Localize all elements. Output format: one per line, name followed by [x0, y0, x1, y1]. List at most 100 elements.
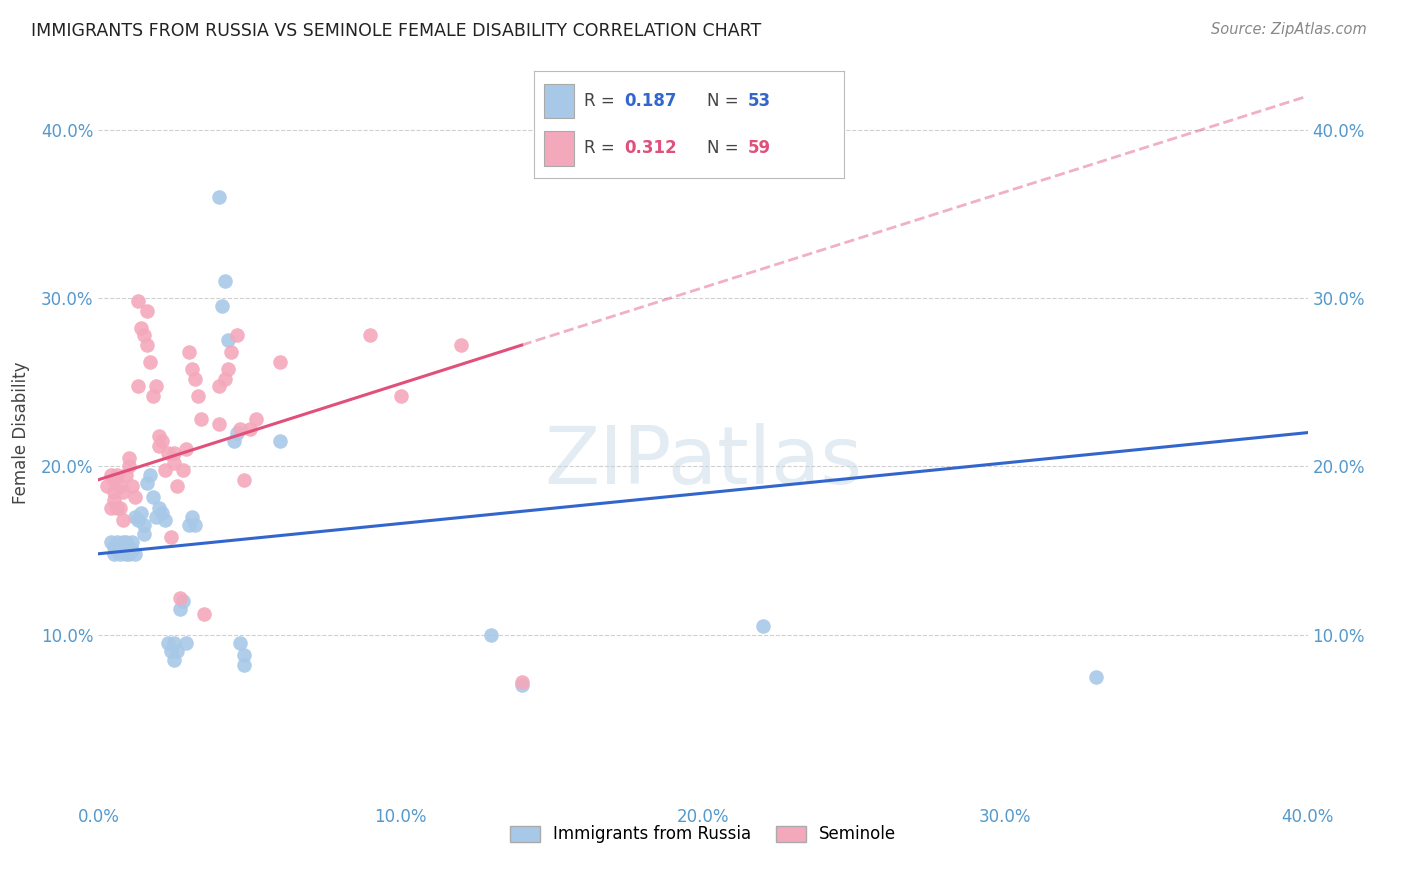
Point: [111, 484, 134, 499]
Point: [752, 619, 775, 633]
Text: N =: N =: [707, 139, 744, 157]
Point: [208, 378, 231, 392]
Point: [148, 429, 170, 443]
Point: [150, 434, 173, 448]
Point: [232, 657, 254, 672]
Point: [208, 190, 231, 204]
Point: [121, 543, 143, 558]
FancyBboxPatch shape: [544, 84, 575, 119]
Point: [135, 304, 157, 318]
Point: [269, 355, 291, 369]
Point: [187, 388, 209, 402]
Point: [214, 274, 236, 288]
Text: N =: N =: [707, 93, 744, 111]
Text: Source: ZipAtlas.com: Source: ZipAtlas.com: [1211, 22, 1367, 37]
Point: [166, 644, 188, 658]
Point: [229, 636, 252, 650]
Point: [166, 479, 188, 493]
Point: [181, 509, 204, 524]
Point: [226, 328, 249, 343]
Point: [174, 636, 197, 650]
Point: [132, 518, 155, 533]
Point: [103, 540, 125, 554]
Point: [127, 513, 149, 527]
Point: [100, 535, 122, 549]
Point: [142, 490, 165, 504]
Point: [239, 422, 262, 436]
Point: [129, 321, 152, 335]
Y-axis label: Female Disability: Female Disability: [11, 361, 30, 504]
Point: [360, 328, 382, 343]
Point: [103, 492, 125, 507]
Point: [124, 509, 146, 524]
Point: [145, 509, 167, 524]
Point: [169, 602, 191, 616]
Point: [163, 653, 186, 667]
Point: [121, 535, 143, 549]
Point: [169, 591, 191, 605]
Point: [229, 422, 252, 436]
Point: [160, 644, 183, 658]
Point: [142, 388, 165, 402]
Point: [114, 467, 136, 482]
Point: [100, 501, 122, 516]
Point: [132, 526, 155, 541]
Text: IMMIGRANTS FROM RUSSIA VS SEMINOLE FEMALE DISABILITY CORRELATION CHART: IMMIGRANTS FROM RUSSIA VS SEMINOLE FEMAL…: [31, 22, 761, 40]
Point: [221, 344, 243, 359]
Point: [232, 648, 254, 662]
Point: [224, 434, 246, 448]
Point: [184, 518, 207, 533]
Point: [163, 636, 186, 650]
Point: [145, 378, 167, 392]
Point: [135, 476, 157, 491]
Point: [105, 467, 128, 482]
Point: [389, 388, 412, 402]
Point: [105, 543, 128, 558]
Point: [148, 439, 170, 453]
Point: [139, 355, 162, 369]
Text: R =: R =: [583, 93, 620, 111]
Point: [153, 513, 176, 527]
Point: [450, 338, 472, 352]
Point: [103, 473, 125, 487]
Point: [135, 338, 157, 352]
Point: [153, 462, 176, 476]
Point: [226, 425, 249, 440]
Point: [148, 501, 170, 516]
Point: [100, 467, 122, 482]
Point: [111, 543, 134, 558]
Text: 53: 53: [748, 93, 770, 111]
Point: [129, 507, 152, 521]
Point: [172, 594, 194, 608]
Point: [111, 535, 134, 549]
Point: [190, 412, 212, 426]
Point: [193, 607, 215, 622]
Point: [179, 344, 201, 359]
Point: [214, 372, 236, 386]
Point: [232, 473, 254, 487]
Point: [208, 417, 231, 432]
Point: [105, 535, 128, 549]
Point: [181, 361, 204, 376]
Point: [245, 412, 267, 426]
Point: [163, 456, 186, 470]
Point: [510, 678, 533, 692]
Point: [118, 450, 141, 465]
Point: [118, 459, 141, 474]
Point: [1085, 670, 1108, 684]
Point: [103, 547, 125, 561]
Point: [108, 547, 131, 561]
Point: [108, 501, 131, 516]
Point: [127, 294, 149, 309]
Point: [160, 530, 183, 544]
Point: [184, 372, 207, 386]
Point: [269, 434, 291, 448]
Point: [211, 300, 233, 314]
Point: [481, 627, 503, 641]
Point: [139, 467, 162, 482]
Point: [121, 479, 143, 493]
Point: [174, 442, 197, 457]
Point: [179, 518, 201, 533]
Point: [156, 446, 179, 460]
Text: 0.312: 0.312: [624, 139, 676, 157]
